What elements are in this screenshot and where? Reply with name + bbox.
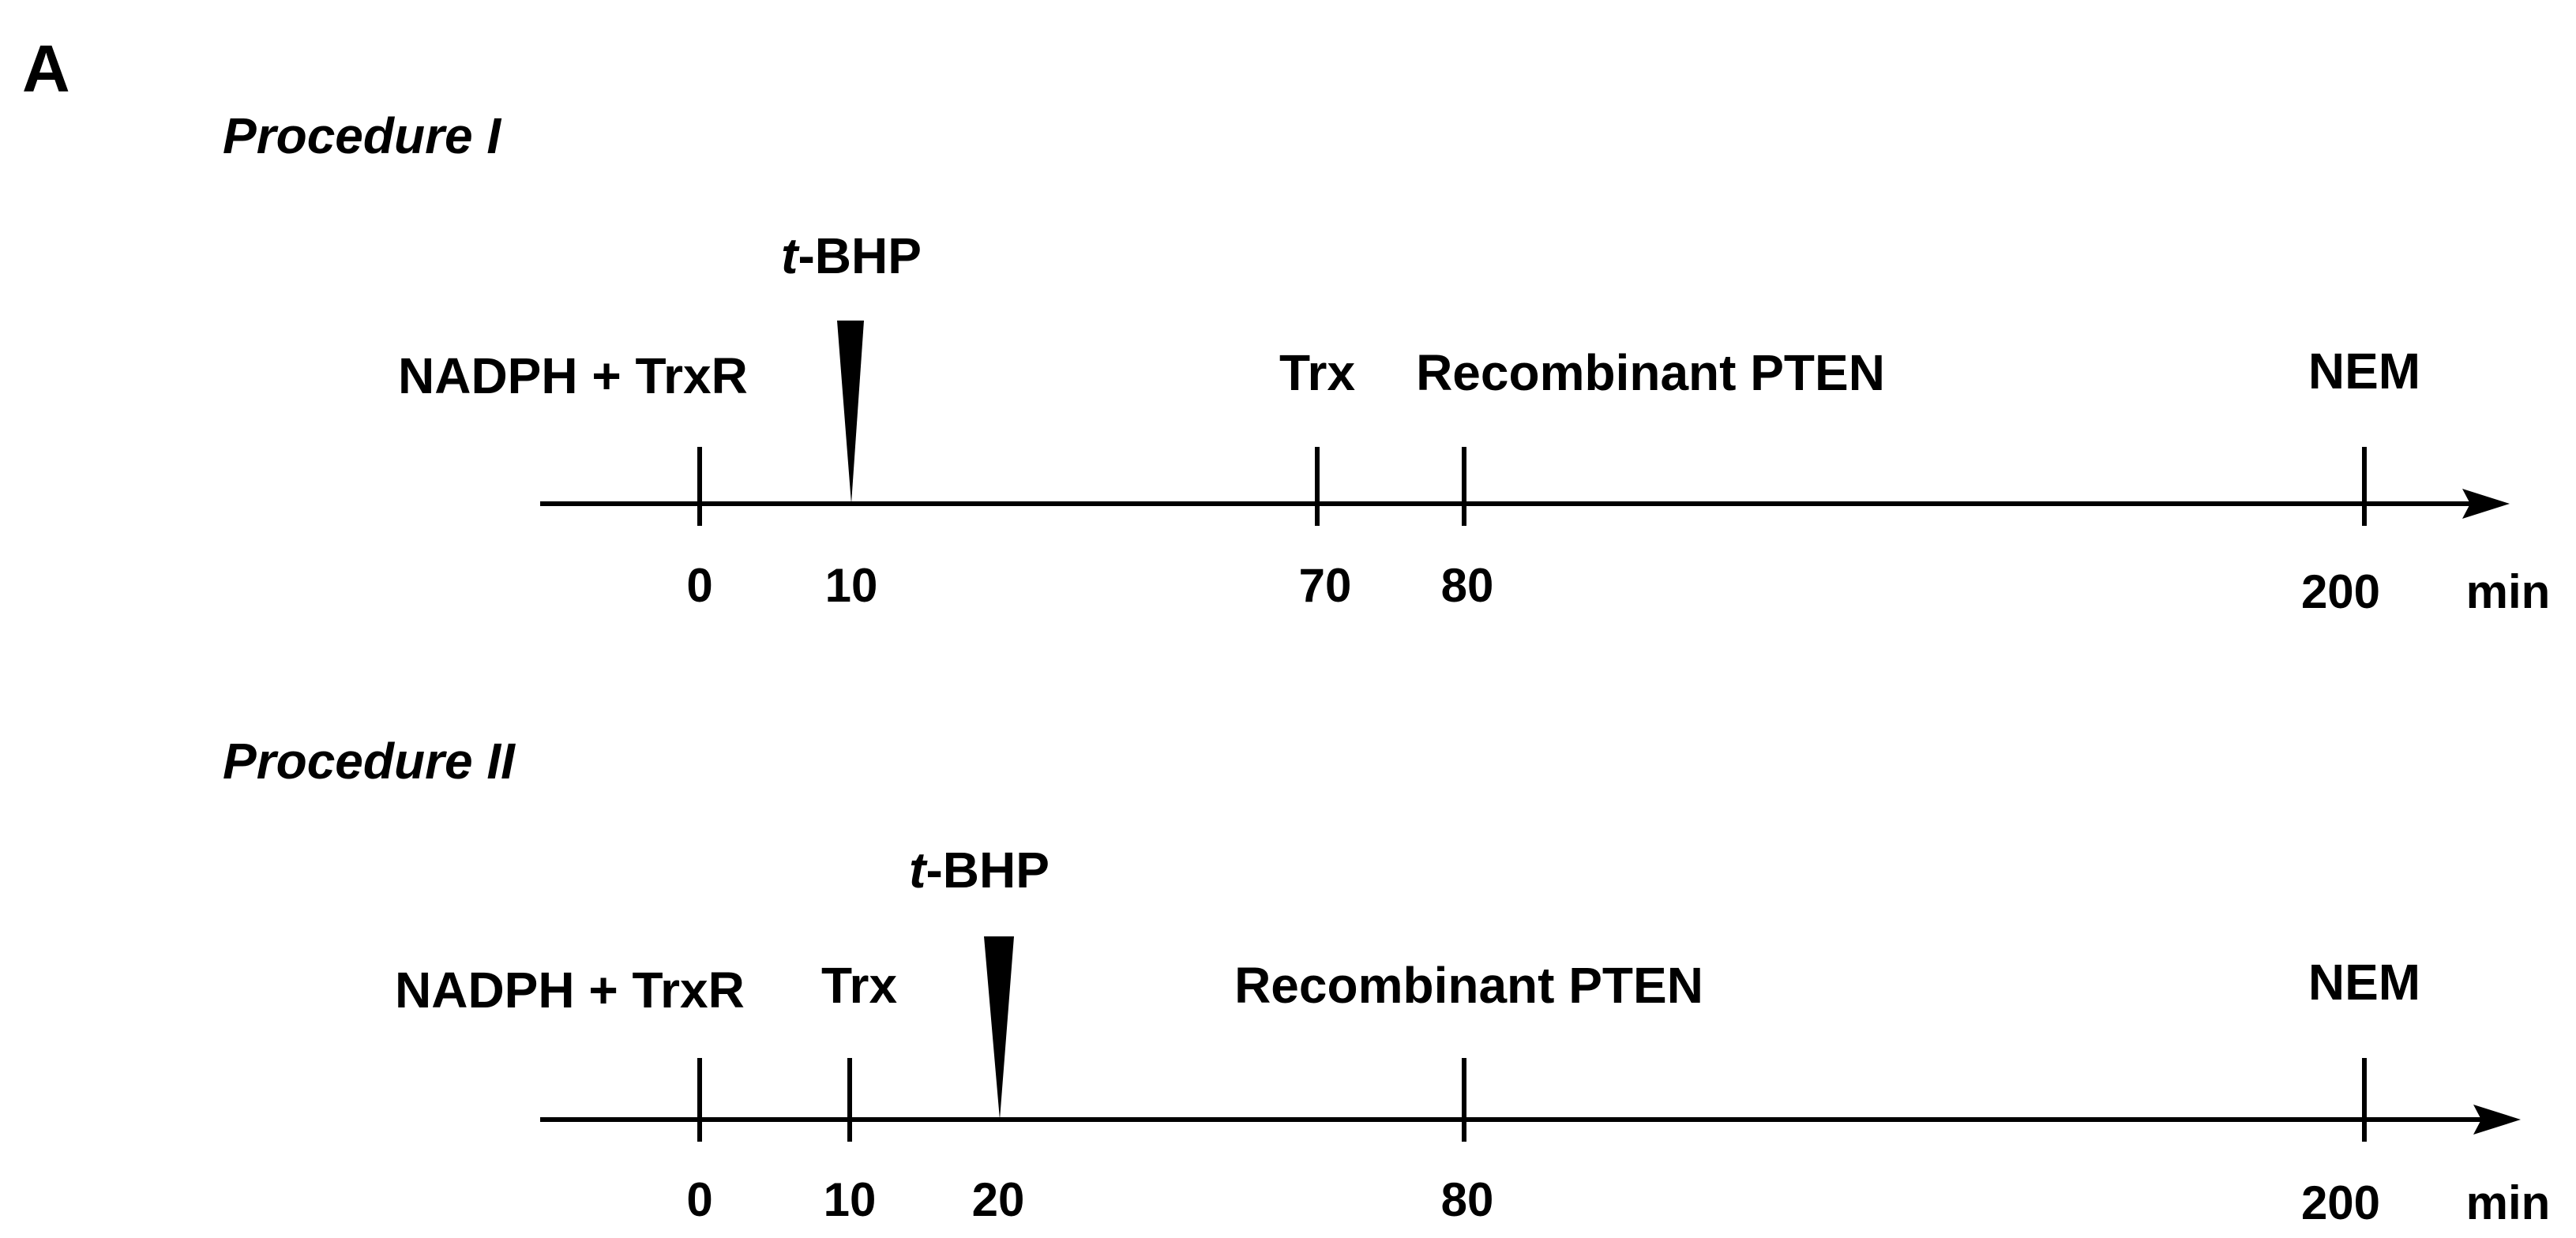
procedure-1: Procedure I NADPH + TrxR t-BHP Trx Recom…	[223, 107, 2550, 618]
procedure-2-nadph-trxr-label: NADPH + TrxR	[395, 962, 745, 1019]
procedure-2-tick-label: 10	[824, 1173, 877, 1226]
procedure-2-title: Procedure II	[223, 733, 516, 790]
procedure-1-nadph-trxr-label: NADPH + TrxR	[398, 347, 748, 404]
procedure-1-title: Procedure I	[223, 107, 501, 164]
procedure-1-pten-label: Recombinant PTEN	[1416, 344, 1885, 401]
procedure-1-tick-label: 70	[1299, 559, 1352, 612]
procedure-1-trx-label: Trx	[1279, 344, 1355, 401]
procedure-1-nem-label: NEM	[2308, 343, 2420, 400]
procedure-2-pten-label: Recombinant PTEN	[1234, 957, 1703, 1014]
procedure-1-unit-label: min	[2466, 565, 2551, 618]
procedure-2-tick-label: 20	[972, 1173, 1025, 1226]
procedure-1-tbhp-label: t-BHP	[781, 227, 922, 284]
procedure-2: Procedure II NADPH + TrxR Trx t-BHP Reco…	[223, 733, 2550, 1229]
panel-label: A	[22, 32, 70, 106]
procedure-1-axis-arrow	[2462, 489, 2510, 519]
procedure-2-tbhp-wedge	[984, 936, 1014, 1120]
procedure-2-tbhp-label: t-BHP	[909, 842, 1050, 898]
procedure-2-axis-arrow	[2473, 1105, 2521, 1135]
procedure-2-trx-label: Trx	[821, 957, 897, 1014]
procedure-2-tick-label: 200	[2301, 1176, 2380, 1229]
procedure-1-tick-label: 10	[825, 559, 878, 612]
procedure-2-tick-label: 80	[1441, 1173, 1494, 1226]
procedure-1-tbhp-wedge	[837, 321, 864, 504]
procedure-2-unit-label: min	[2466, 1176, 2551, 1229]
procedure-1-tick-label: 0	[686, 559, 712, 612]
procedure-1-tick-label: 200	[2301, 565, 2380, 618]
procedure-2-nem-label: NEM	[2308, 954, 2420, 1011]
procedure-1-tick-label: 80	[1441, 559, 1494, 612]
procedure-2-tick-label: 0	[686, 1173, 712, 1226]
